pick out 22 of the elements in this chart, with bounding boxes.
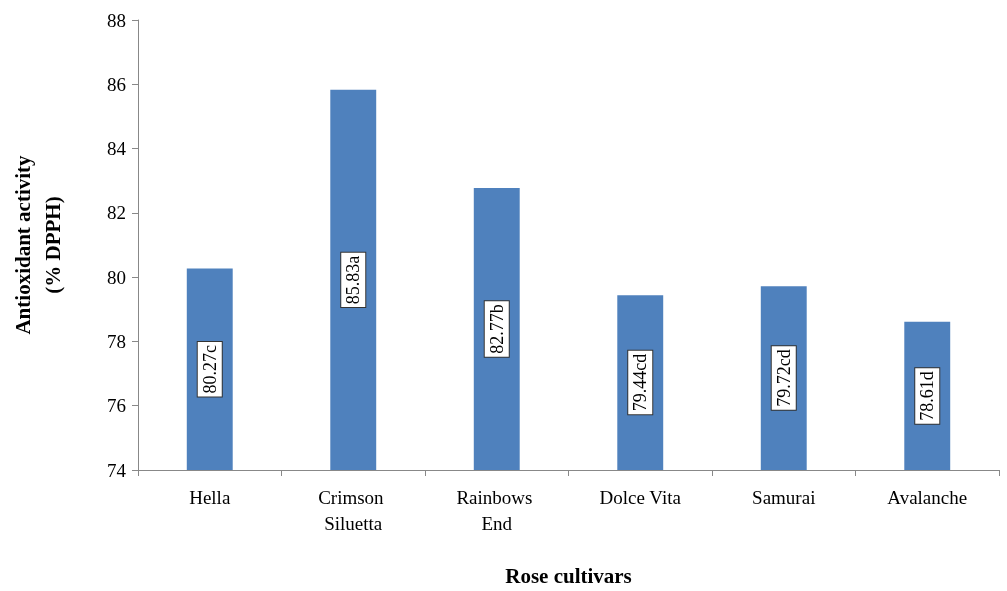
x-tick-label: Crimson Siluetta — [318, 486, 389, 534]
data-label: 78.61d — [917, 371, 938, 421]
x-axis-title: Rose cultivars — [505, 563, 632, 588]
y-tick-label: 74 — [107, 459, 127, 481]
data-label: 85.83a — [343, 255, 364, 305]
y-tick-label: 80 — [107, 266, 126, 288]
y-axis-title: Antioxidant activity (% DPPH) — [11, 154, 65, 335]
x-tick-label: Samurai — [752, 486, 816, 508]
x-tick-label: Avalanche — [887, 486, 968, 508]
y-tick-label: 82 — [107, 202, 126, 224]
y-tick-label: 78 — [107, 330, 126, 352]
y-tick-label: 76 — [107, 395, 126, 417]
x-tick-label: Hella — [189, 486, 231, 508]
data-label: 79.72cd — [773, 349, 794, 407]
x-tick-label: Dolce Vita — [599, 486, 682, 508]
y-tick-label: 86 — [107, 73, 126, 95]
y-tick-label: 88 — [107, 9, 126, 31]
data-label: 79.44cd — [630, 353, 651, 412]
data-label: 82.77b — [486, 304, 507, 354]
x-tick-label: Rainbows End — [456, 486, 538, 534]
y-tick-label: 84 — [107, 138, 127, 160]
data-label: 80.27c — [199, 344, 220, 394]
